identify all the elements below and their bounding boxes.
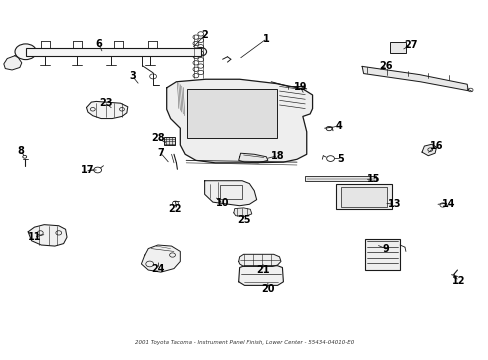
Text: 8: 8 xyxy=(18,146,24,156)
Polygon shape xyxy=(238,153,267,163)
Text: 2: 2 xyxy=(201,30,207,40)
Bar xyxy=(305,176,375,181)
Text: 26: 26 xyxy=(379,61,392,71)
Bar xyxy=(340,187,386,207)
Text: 25: 25 xyxy=(236,215,250,225)
Polygon shape xyxy=(238,266,283,285)
Polygon shape xyxy=(238,254,281,266)
Text: 5: 5 xyxy=(337,154,344,163)
Polygon shape xyxy=(28,225,67,246)
Text: 13: 13 xyxy=(386,199,400,209)
Bar xyxy=(164,137,175,145)
Text: 19: 19 xyxy=(293,82,306,92)
Text: 18: 18 xyxy=(270,151,284,161)
Text: 20: 20 xyxy=(261,284,274,294)
Polygon shape xyxy=(233,208,251,216)
Bar xyxy=(187,89,277,138)
Polygon shape xyxy=(204,181,256,206)
Text: 12: 12 xyxy=(451,276,464,286)
Text: 2001 Toyota Tacoma - Instrument Panel Finish, Lower Center - 55434-04010-E0: 2001 Toyota Tacoma - Instrument Panel Fi… xyxy=(135,340,353,345)
Bar xyxy=(220,185,242,199)
Text: 17: 17 xyxy=(81,165,95,175)
Polygon shape xyxy=(362,66,467,91)
Text: 14: 14 xyxy=(441,199,454,209)
Bar xyxy=(389,42,405,53)
Polygon shape xyxy=(86,102,127,118)
Bar xyxy=(365,239,399,270)
Text: 9: 9 xyxy=(381,244,388,253)
Circle shape xyxy=(195,48,206,56)
Text: 27: 27 xyxy=(403,40,417,50)
Text: 11: 11 xyxy=(28,232,41,242)
Text: 16: 16 xyxy=(429,141,443,151)
Text: 4: 4 xyxy=(335,121,342,131)
Bar xyxy=(26,48,201,56)
Text: 1: 1 xyxy=(263,34,269,44)
Polygon shape xyxy=(141,245,180,272)
Text: 23: 23 xyxy=(99,98,112,108)
Text: 6: 6 xyxy=(95,39,102,49)
Polygon shape xyxy=(166,79,312,163)
Polygon shape xyxy=(4,56,22,70)
Polygon shape xyxy=(421,144,436,156)
Circle shape xyxy=(15,44,36,60)
Text: 15: 15 xyxy=(366,174,379,184)
Text: 21: 21 xyxy=(256,265,269,275)
Text: 10: 10 xyxy=(215,198,229,208)
Text: 22: 22 xyxy=(168,204,182,214)
Bar xyxy=(335,184,391,209)
Text: 24: 24 xyxy=(151,264,165,274)
Text: 7: 7 xyxy=(157,148,164,158)
Text: 3: 3 xyxy=(129,71,136,81)
Text: 28: 28 xyxy=(151,133,164,143)
